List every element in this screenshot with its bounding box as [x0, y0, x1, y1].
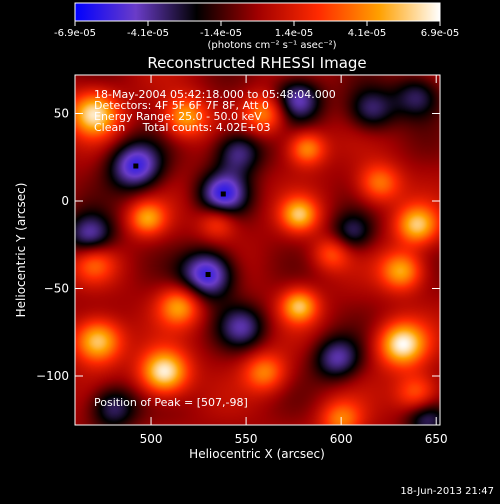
colorbar-frame [74, 2, 441, 22]
y-tick-label: 50 [54, 107, 69, 121]
heatmap-area [75, 75, 440, 425]
colorbar-tick-label: 4.1e-05 [348, 28, 386, 39]
y-axis-ticks: 50 0 −50 −100 [36, 107, 440, 383]
y-tick-label: −100 [36, 369, 69, 383]
x-axis-ticks: 500 550 600 650 [140, 75, 448, 446]
colorbar-tick-label: -1.4e-05 [200, 28, 242, 39]
colorbar-tick-label: 1.4e-05 [275, 28, 313, 39]
colorbar-tick-label: 6.9e-05 [421, 28, 459, 39]
y-tick-label: −50 [44, 282, 69, 296]
annotation-clean-counts: Clean Total counts: 4.02E+03 [94, 121, 271, 134]
chart-title: Reconstructed RHESSI Image [147, 54, 366, 72]
colorbar-tick-label: -6.9e-05 [54, 28, 96, 39]
colorbar: -6.9e-05 -4.1e-05 -1.4e-05 1.4e-05 4.1e-05 6.… [54, 2, 459, 51]
plot-frame [74, 74, 441, 426]
colorbar-tick-label: -4.1e-05 [127, 28, 169, 39]
minimum-marker [133, 163, 139, 169]
minima-markers [133, 163, 226, 277]
annotation-block: 18-May-2004 05:42:18.000 to 05:48:04.000… [94, 88, 336, 409]
minimum-marker [205, 272, 211, 277]
x-tick-label: 600 [330, 432, 353, 446]
y-axis-label: Heliocentric Y (arcsec) [14, 183, 28, 318]
x-axis-label: Heliocentric X (arcsec) [189, 447, 325, 461]
x-tick-label: 650 [425, 432, 448, 446]
annotation-time-range: 18-May-2004 05:42:18.000 to 05:48:04.000 [94, 88, 336, 101]
heatmap-image [75, 75, 440, 425]
colorbar-unit-label: (photons cm⁻² s⁻¹ asec⁻²) [207, 40, 336, 51]
y-tick-label: 0 [61, 194, 69, 208]
colorbar-gradient [75, 3, 440, 21]
colorbar-ticks: -6.9e-05 -4.1e-05 -1.4e-05 1.4e-05 4.1e-05 6.… [54, 21, 459, 39]
minimum-marker [220, 191, 226, 197]
x-tick-label: 500 [140, 432, 163, 446]
annotation-detectors: Detectors: 4F 5F 6F 7F 8F, Att 0 [94, 99, 269, 112]
footer-timestamp: 18-Jun-2013 21:47 [400, 486, 494, 497]
x-tick-label: 550 [235, 432, 258, 446]
annotation-energy-range: Energy Range: 25.0 - 50.0 keV [94, 110, 262, 123]
annotation-peak-position: Position of Peak = [507,-98] [94, 396, 248, 409]
